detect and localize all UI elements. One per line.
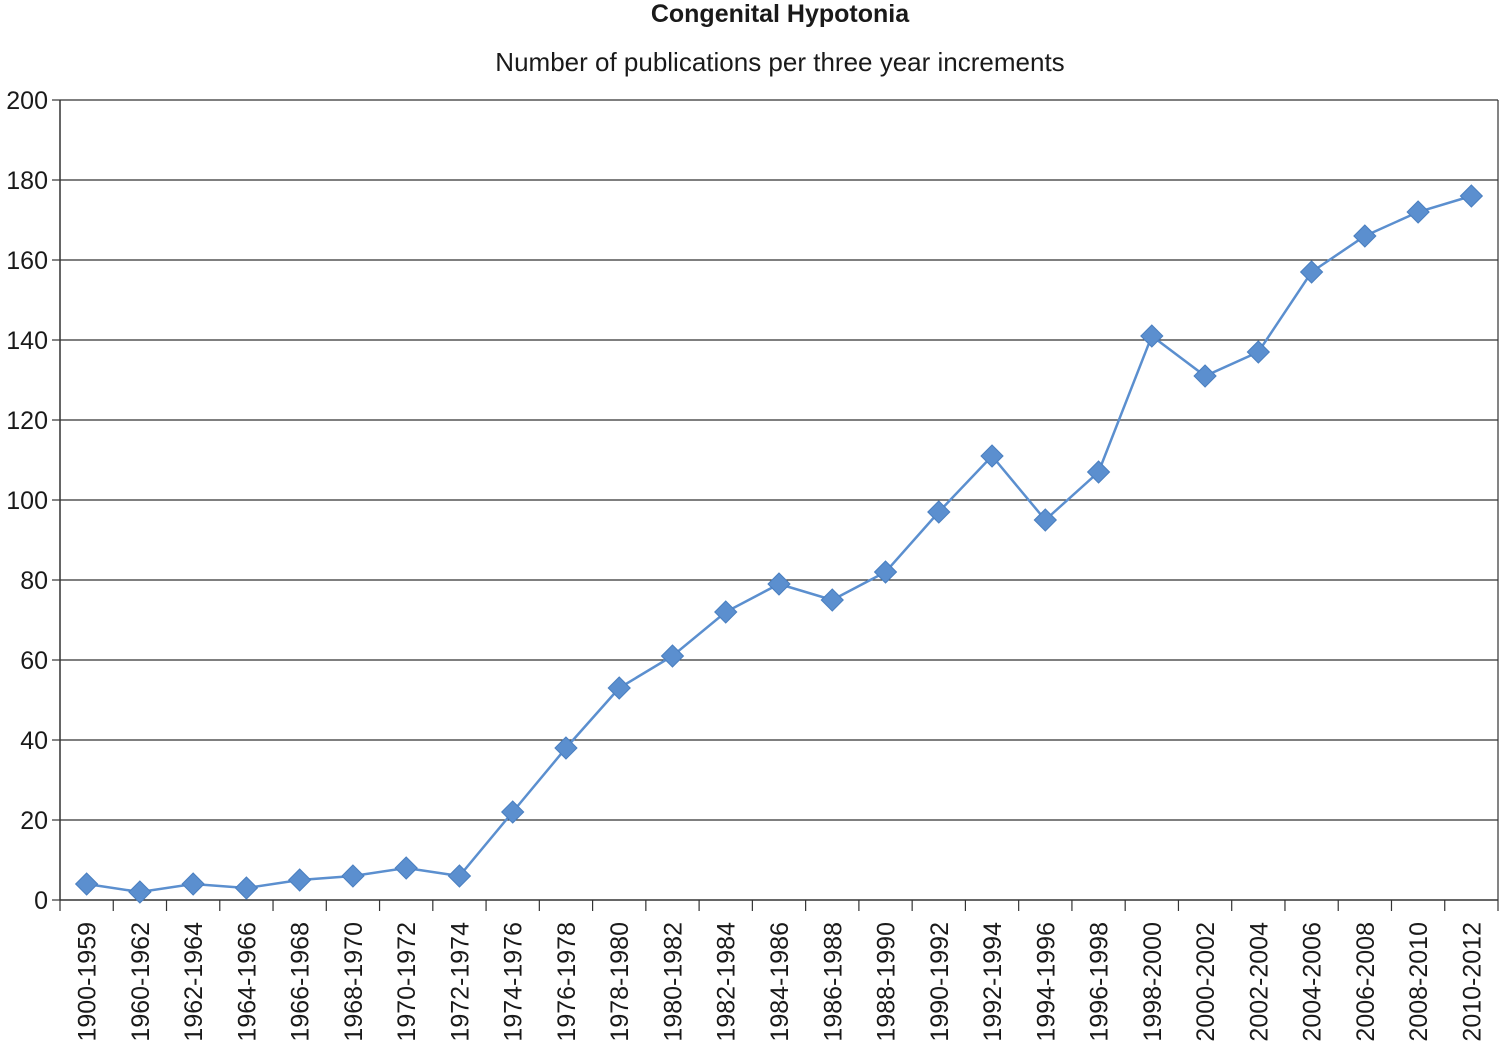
data-point-marker: [820, 588, 844, 612]
x-tick-label: 2002-2004: [1245, 922, 1273, 1042]
data-point-marker: [1459, 184, 1484, 208]
data-point-marker: [660, 644, 685, 668]
data-point-marker: [394, 856, 418, 880]
data-point-marker: [341, 864, 365, 888]
chart-title: Congenital Hypotonia: [651, 0, 910, 28]
y-tick-label: 120: [6, 407, 48, 435]
data-point-marker: [287, 868, 312, 892]
x-tick-label: 1968-1970: [340, 922, 368, 1042]
y-tick-label: 80: [20, 567, 48, 595]
data-point-marker: [1246, 340, 1271, 364]
x-tick-label: 1974-1976: [500, 922, 528, 1042]
x-tick-label: 1982-1984: [713, 922, 741, 1042]
x-tick-label: 1960-1962: [127, 922, 155, 1042]
data-point-marker: [447, 864, 472, 888]
x-tick-label: 1992-1994: [979, 922, 1007, 1042]
y-tick-label: 20: [20, 807, 48, 835]
data-point-marker: [500, 800, 525, 824]
x-tick-label: 1962-1964: [180, 922, 208, 1042]
y-tick-label: 40: [20, 727, 48, 755]
x-tick-label: 1970-1972: [393, 922, 421, 1042]
x-tick-label: 1964-1966: [233, 922, 261, 1042]
x-tick-label: 1998-2000: [1139, 922, 1167, 1042]
data-point-marker: [714, 600, 738, 624]
x-tick-label: 2010-2012: [1458, 922, 1486, 1042]
data-point-marker: [767, 572, 791, 596]
x-tick-label: 1984-1986: [766, 922, 794, 1042]
y-tick-label: 140: [6, 327, 48, 355]
chart-subtitle: Number of publications per three year in…: [495, 47, 1064, 77]
x-tick-label: 2000-2002: [1192, 922, 1220, 1042]
data-point-marker: [1140, 324, 1164, 348]
x-tick-label: 2006-2008: [1352, 922, 1380, 1042]
data-point-marker: [554, 736, 578, 760]
y-tick-label: 180: [6, 167, 48, 195]
x-tick-label: 1900-1959: [74, 922, 102, 1042]
x-tick-label: 1976-1978: [553, 922, 581, 1042]
x-tick-label: 1996-1998: [1086, 922, 1114, 1042]
data-point-marker: [1193, 364, 1217, 388]
x-tick-label: 1990-1992: [926, 922, 954, 1042]
x-tick-label: 1978-1980: [606, 922, 634, 1042]
series-line: [86, 194, 1472, 894]
data-point-marker: [128, 880, 152, 904]
x-tick-label: 2004-2006: [1299, 922, 1327, 1042]
x-tick-label: 1972-1974: [446, 922, 474, 1042]
data-point-marker: [234, 876, 259, 900]
y-tick-label: 100: [6, 487, 48, 515]
y-tick-label: 200: [6, 87, 48, 115]
x-tick-label: 1986-1988: [819, 922, 847, 1042]
data-point-marker: [1033, 508, 1058, 532]
data-point-marker: [1086, 460, 1111, 484]
x-tick-label: 2008-2010: [1405, 922, 1433, 1042]
data-point-marker: [1299, 260, 1324, 284]
data-point-marker: [927, 500, 951, 524]
data-point-marker: [980, 444, 1004, 468]
data-point-marker: [181, 872, 205, 896]
data-point-marker: [1406, 200, 1430, 224]
y-tick-label: 160: [6, 247, 48, 275]
y-tick-label: 60: [20, 647, 48, 675]
data-point-marker: [873, 560, 898, 584]
x-tick-label: 1994-1996: [1032, 922, 1060, 1042]
data-point-marker: [74, 872, 99, 896]
x-tick-label: 1988-1990: [873, 922, 901, 1042]
x-tick-label: 1980-1982: [659, 922, 687, 1042]
y-tick-label: 0: [34, 887, 48, 915]
data-point-marker: [1353, 224, 1377, 248]
x-tick-label: 1966-1968: [287, 922, 315, 1042]
data-point-marker: [607, 676, 631, 700]
